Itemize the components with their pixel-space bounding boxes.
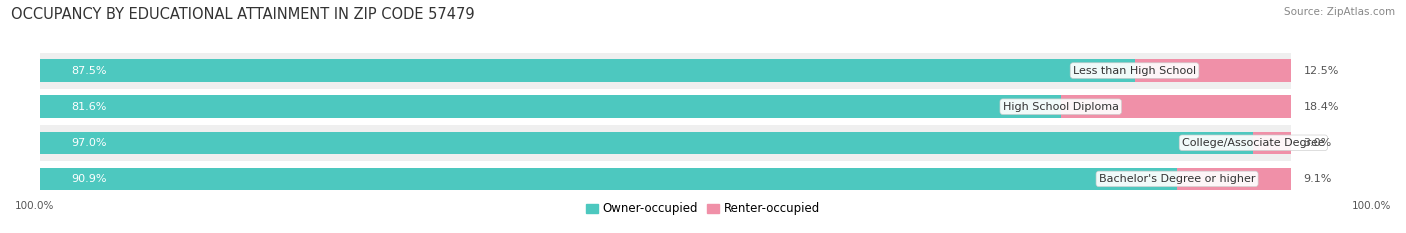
- Bar: [39, 59, 1135, 82]
- Bar: [1253, 132, 1291, 154]
- Text: 97.0%: 97.0%: [72, 138, 107, 148]
- Bar: [1177, 168, 1291, 190]
- Bar: [39, 161, 1291, 197]
- Text: 87.5%: 87.5%: [72, 65, 107, 75]
- Bar: [39, 132, 1253, 154]
- Text: High School Diploma: High School Diploma: [1002, 102, 1119, 112]
- Text: College/Associate Degree: College/Associate Degree: [1182, 138, 1324, 148]
- Bar: [1135, 59, 1291, 82]
- Bar: [39, 52, 1291, 89]
- Bar: [39, 96, 1060, 118]
- Text: 100.0%: 100.0%: [15, 201, 55, 211]
- Text: Less than High School: Less than High School: [1073, 65, 1197, 75]
- Text: Bachelor's Degree or higher: Bachelor's Degree or higher: [1099, 174, 1256, 184]
- Text: 100.0%: 100.0%: [1351, 201, 1391, 211]
- Text: 9.1%: 9.1%: [1303, 174, 1331, 184]
- Bar: [39, 89, 1291, 125]
- Text: 81.6%: 81.6%: [72, 102, 107, 112]
- Legend: Owner-occupied, Renter-occupied: Owner-occupied, Renter-occupied: [586, 202, 820, 215]
- Bar: [39, 125, 1291, 161]
- Text: 3.0%: 3.0%: [1303, 138, 1331, 148]
- Bar: [39, 168, 1177, 190]
- Bar: [1060, 96, 1291, 118]
- Text: 90.9%: 90.9%: [72, 174, 107, 184]
- Text: 18.4%: 18.4%: [1303, 102, 1339, 112]
- Text: Source: ZipAtlas.com: Source: ZipAtlas.com: [1284, 7, 1395, 17]
- Text: 12.5%: 12.5%: [1303, 65, 1339, 75]
- Text: OCCUPANCY BY EDUCATIONAL ATTAINMENT IN ZIP CODE 57479: OCCUPANCY BY EDUCATIONAL ATTAINMENT IN Z…: [11, 7, 475, 22]
